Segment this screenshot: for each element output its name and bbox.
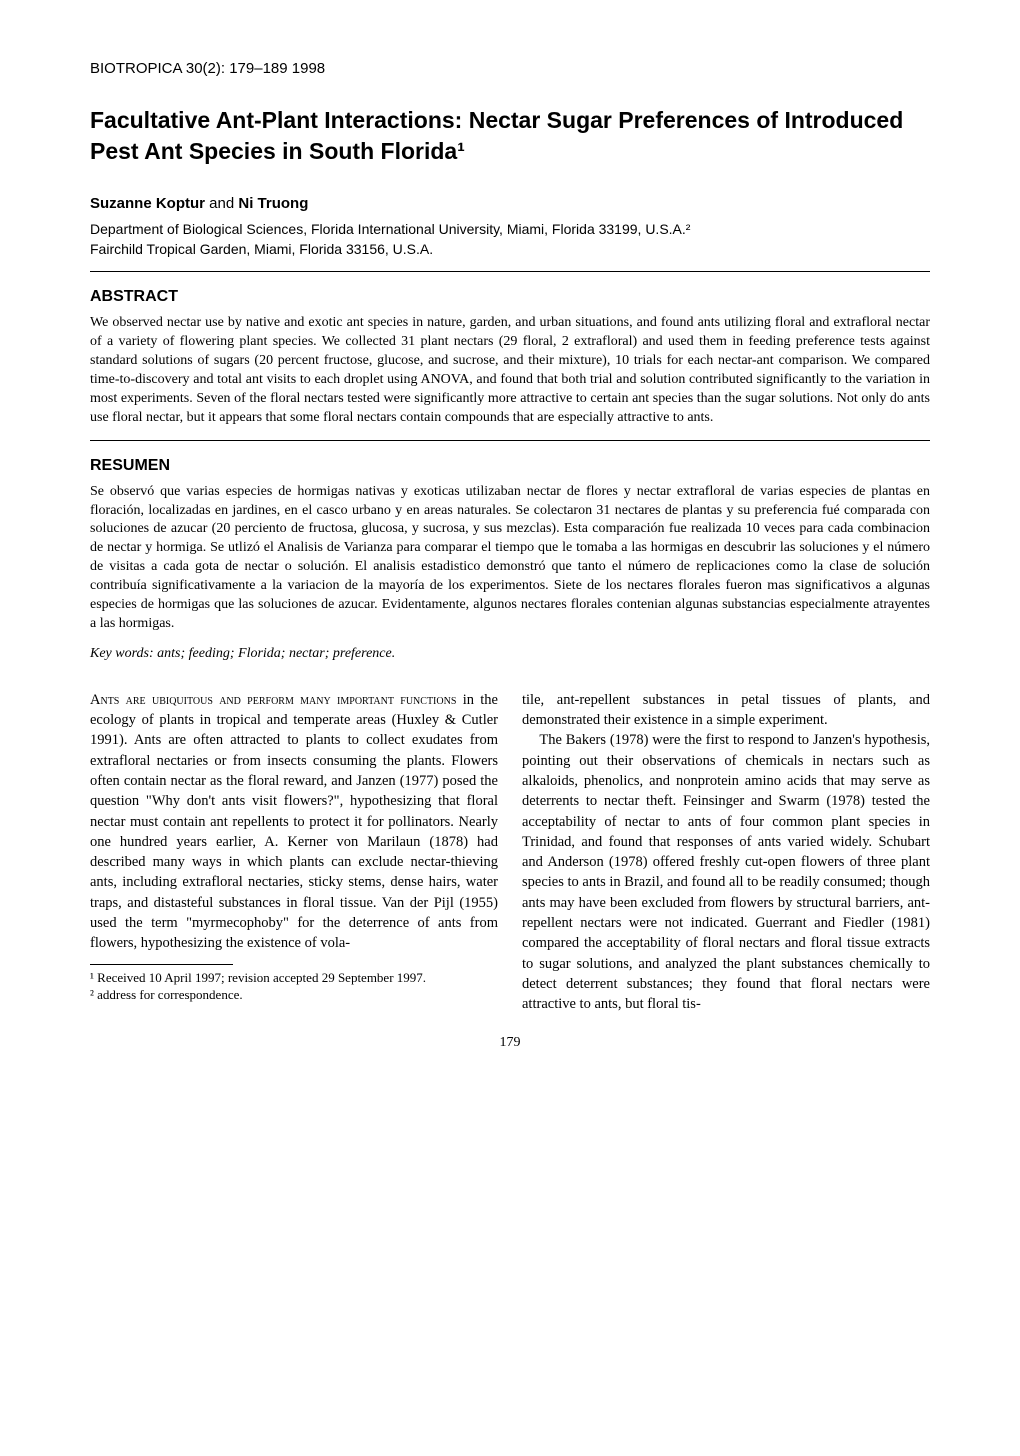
abstract-heading: ABSTRACT <box>90 288 930 306</box>
author-1: Suzanne Koptur <box>90 195 205 212</box>
resumen-text: Se observó que varias especies de hormig… <box>90 483 930 634</box>
page-number: 179 <box>90 1035 930 1051</box>
keywords-label: Key words: <box>90 646 157 661</box>
abstract-text: We observed nectar use by native and exo… <box>90 314 930 427</box>
body-two-column: Ants are ubiquitous and perform many imp… <box>90 690 930 1015</box>
journal-citation: BIOTROPICA 30(2): 179–189 1998 <box>90 60 930 77</box>
author-and: and <box>205 195 238 212</box>
divider-line <box>90 271 930 272</box>
resumen-heading: RESUMEN <box>90 457 930 475</box>
footnote-2: ² address for correspondence. <box>90 986 498 1004</box>
author-2: Ni Truong <box>238 195 308 212</box>
smallcaps-lead: Ants are ubiquitous and perform many imp… <box>90 692 456 708</box>
affiliation-line-2: Fairchild Tropical Garden, Miami, Florid… <box>90 240 930 260</box>
body-paragraph-2: tile, ant-repellent substances in petal … <box>522 690 930 731</box>
column-left: Ants are ubiquitous and perform many imp… <box>90 690 498 1015</box>
divider-line <box>90 440 930 441</box>
footnote-1: ¹ Received 10 April 1997; revision accep… <box>90 969 498 987</box>
affiliation-block: Department of Biological Sciences, Flori… <box>90 220 930 259</box>
keywords-line: Key words: ants; feeding; Florida; necta… <box>90 646 930 662</box>
body-text-1: in the ecology of plants in tropical and… <box>90 692 498 952</box>
column-right: tile, ant-repellent substances in petal … <box>522 690 930 1015</box>
authors-line: Suzanne Koptur and Ni Truong <box>90 195 930 212</box>
keywords-values: ants; feeding; Florida; nectar; preferen… <box>157 646 395 661</box>
footnote-divider <box>90 964 233 965</box>
affiliation-line-1: Department of Biological Sciences, Flori… <box>90 220 930 240</box>
body-paragraph-3: The Bakers (1978) were the first to resp… <box>522 730 930 1014</box>
body-paragraph-1: Ants are ubiquitous and perform many imp… <box>90 690 498 954</box>
article-title: Facultative Ant-Plant Interactions: Nect… <box>90 105 930 167</box>
